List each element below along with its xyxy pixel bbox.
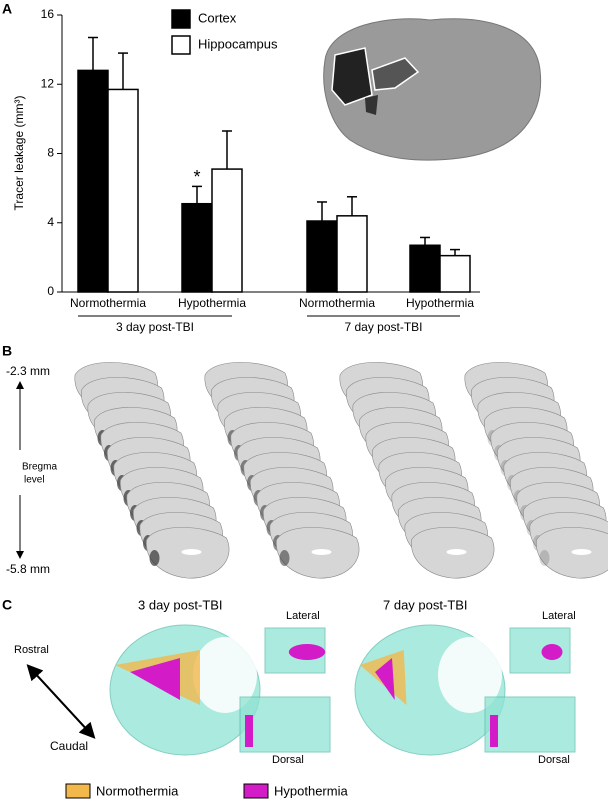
- legend-swatch: [171, 35, 191, 55]
- x-tick-label: Hypothermia: [406, 296, 474, 310]
- ventricle: [446, 549, 467, 555]
- dorsal-view: [239, 696, 331, 753]
- bar: [77, 69, 109, 293]
- group-label: 3 day post-TBI: [116, 320, 194, 334]
- label: Lateral: [286, 610, 320, 622]
- dorsal-view: [484, 696, 576, 753]
- lateral-hypo: [541, 644, 563, 660]
- arrow: [31, 669, 96, 739]
- legend-swatch: [243, 783, 269, 799]
- axis-label: level: [24, 475, 45, 486]
- lesion: [149, 550, 160, 566]
- slice-stacks: [74, 362, 608, 579]
- legend: Normothermia Hypothermia: [65, 783, 348, 799]
- cylinder-hole: [193, 637, 257, 713]
- lateral-hypo: [288, 644, 326, 660]
- y-tick-label: 0: [47, 284, 54, 298]
- hypo-region: [130, 658, 180, 700]
- cylinder-hole: [438, 637, 502, 713]
- hypo-region: [375, 658, 395, 700]
- annotation: *: [193, 167, 200, 187]
- bar: [211, 168, 243, 293]
- x-tick-label: Normothermia: [70, 296, 146, 310]
- ventricle: [181, 549, 202, 555]
- y-tick-label: 16: [41, 7, 55, 21]
- x-tick-label: Hypothermia: [178, 296, 246, 310]
- y-tick-label: 4: [47, 215, 54, 229]
- legend-label: Hypothermia: [274, 783, 348, 798]
- panel-label: B: [2, 343, 12, 359]
- axis-label: Bregma: [22, 462, 57, 473]
- legend-label: Normothermia: [96, 783, 179, 798]
- bregma-bottom: -5.8 mm: [6, 562, 50, 576]
- panel-label: A: [2, 1, 12, 17]
- bar: [336, 215, 368, 293]
- ventricle: [311, 549, 332, 555]
- legend-swatch: [171, 9, 191, 29]
- bregma-top: -2.3 mm: [6, 364, 50, 378]
- title: 7 day post-TBI: [383, 597, 468, 612]
- y-tick-label: 8: [47, 146, 54, 160]
- brain-inset: [323, 18, 542, 161]
- label: Rostral: [14, 644, 49, 656]
- panel-c: C 3 day post-TBI 7 day post-TBI Rostral …: [2, 597, 576, 799]
- bar: [306, 220, 338, 293]
- lesion: [539, 550, 550, 566]
- dorsal-hypo: [245, 715, 253, 747]
- y-tick-label: 12: [41, 76, 55, 90]
- bar: [439, 254, 471, 293]
- label: Dorsal: [272, 754, 304, 766]
- x-tick-label: Normothermia: [299, 296, 375, 310]
- label: Dorsal: [538, 754, 570, 766]
- label: Caudal: [50, 739, 88, 753]
- title: 3 day post-TBI: [138, 597, 223, 612]
- bar: [181, 202, 213, 293]
- bar: [409, 244, 441, 293]
- panel-b: B -2.3 mm -5.8 mm Bregma level: [2, 343, 608, 579]
- legend-swatch: [65, 783, 91, 799]
- legend-label: Hippocampus: [198, 36, 278, 51]
- panel-a: A Tracer leakage (mm³) 0 4 8 12 16 Cortex Hipp…: [2, 1, 542, 334]
- label: Lateral: [542, 610, 576, 622]
- dorsal-hypo: [490, 715, 498, 747]
- group-label: 7 day post-TBI: [344, 320, 422, 334]
- lesion: [279, 550, 290, 566]
- bar: [107, 88, 139, 293]
- renders: [109, 624, 576, 756]
- panel-label: C: [2, 597, 12, 613]
- legend-label: Cortex: [198, 10, 237, 25]
- y-axis-label: Tracer leakage (mm³): [12, 96, 26, 211]
- ventricle: [571, 549, 592, 555]
